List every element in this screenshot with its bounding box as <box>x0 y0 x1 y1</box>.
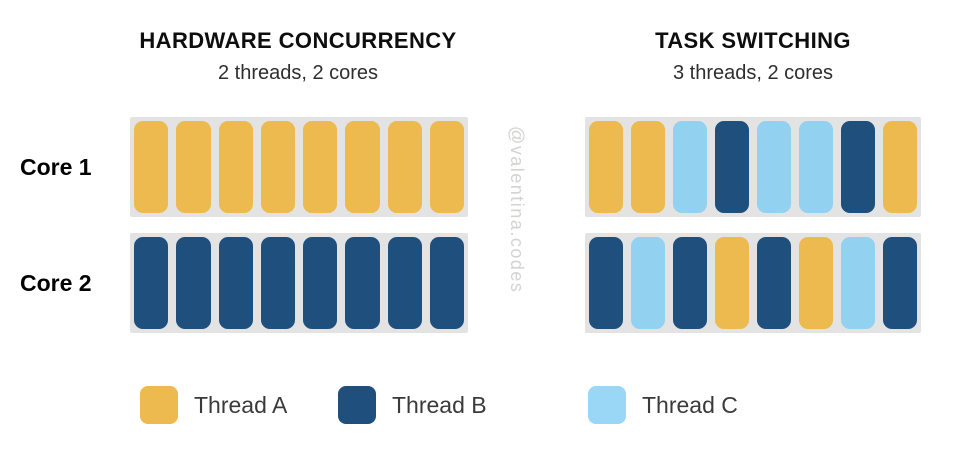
watermark: @valentina.codes <box>507 126 527 294</box>
panel-hardware-concurrency-header: HARDWARE CONCURRENCY 2 threads, 2 cores <box>110 28 486 85</box>
thread-slice-a <box>715 237 749 329</box>
legend-item-thread-a: Thread A <box>140 386 287 424</box>
thread-slice-a <box>260 121 295 213</box>
thread-slice-b <box>841 121 875 213</box>
panel-task-switching-header: TASK SWITCHING 3 threads, 2 cores <box>577 28 929 85</box>
thread-slice-b <box>218 237 253 329</box>
panel-subtitle: 2 threads, 2 cores <box>217 62 379 84</box>
thread-slice-b <box>673 237 707 329</box>
core-track-hardware-core-2 <box>130 233 468 333</box>
thread-slice-a <box>176 121 211 213</box>
thread-slice-b <box>715 121 749 213</box>
thread-slice-b <box>757 237 791 329</box>
core-track-hardware-core-1 <box>130 117 468 217</box>
legend-item-thread-c: Thread C <box>588 386 738 424</box>
core-label-core-2: Core 2 <box>20 269 92 296</box>
thread-slice-a <box>883 121 917 213</box>
thread-slice-b <box>134 237 169 329</box>
legend-swatch-thread-c <box>588 386 626 424</box>
thread-slice-b <box>176 237 211 329</box>
legend-label: Thread C <box>642 391 738 418</box>
core-track-switching-core-2 <box>585 233 921 333</box>
thread-slice-a <box>631 121 665 213</box>
thread-slice-b <box>883 237 917 329</box>
thread-slice-c <box>631 237 665 329</box>
legend-label: Thread B <box>392 391 487 418</box>
thread-slice-a <box>387 121 422 213</box>
thread-slice-b <box>429 237 464 329</box>
thread-slice-b <box>345 237 380 329</box>
thread-slice-b <box>303 237 338 329</box>
thread-slice-a <box>799 237 833 329</box>
thread-slice-c <box>799 121 833 213</box>
thread-slice-a <box>345 121 380 213</box>
legend: Thread A Thread B Thread C <box>0 386 962 426</box>
thread-slice-a <box>134 121 169 213</box>
thread-slice-b <box>260 237 295 329</box>
panel-title: TASK SWITCHING <box>655 28 851 53</box>
core-track-switching-core-1 <box>585 117 921 217</box>
thread-slice-c <box>841 237 875 329</box>
thread-slice-a <box>218 121 253 213</box>
legend-item-thread-b: Thread B <box>338 386 487 424</box>
legend-label: Thread A <box>194 391 288 418</box>
legend-swatch-thread-b <box>338 386 376 424</box>
thread-slice-a <box>429 121 464 213</box>
panel-subtitle: 3 threads, 2 cores <box>672 62 834 84</box>
thread-slice-c <box>673 121 707 213</box>
thread-slice-a <box>589 121 623 213</box>
panel-title: HARDWARE CONCURRENCY <box>139 28 457 53</box>
thread-slice-b <box>387 237 422 329</box>
thread-slice-a <box>303 121 338 213</box>
thread-slice-b <box>589 237 623 329</box>
legend-swatch-thread-a <box>140 386 178 424</box>
thread-slice-c <box>757 121 791 213</box>
core-label-core-1: Core 1 <box>20 153 92 180</box>
